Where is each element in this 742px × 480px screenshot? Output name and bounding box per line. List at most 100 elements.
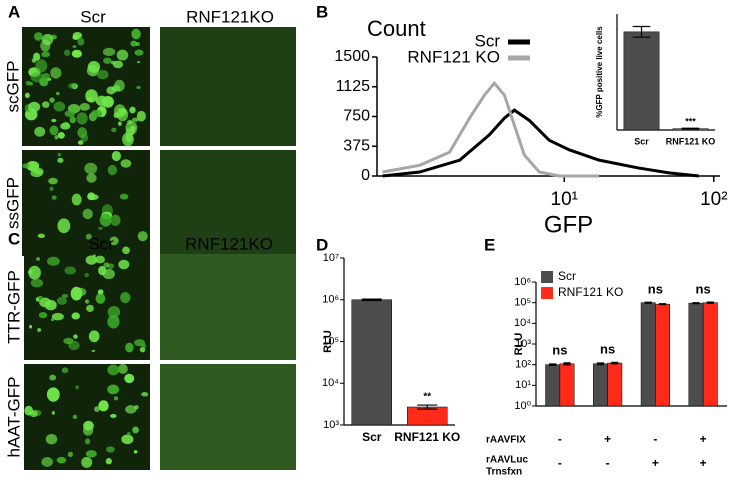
y-tick-label: 10² xyxy=(515,359,531,371)
cell xyxy=(96,69,109,80)
error-bar xyxy=(361,298,382,302)
cell xyxy=(107,364,120,376)
cell xyxy=(38,312,48,319)
legend-label: RNF121 KO xyxy=(558,285,623,299)
cell xyxy=(49,97,55,103)
cell xyxy=(81,456,93,468)
cell xyxy=(92,254,96,258)
cell xyxy=(51,118,57,123)
bar xyxy=(351,299,392,426)
cell xyxy=(125,134,133,143)
cell xyxy=(61,293,69,299)
cell xyxy=(97,289,104,295)
cell xyxy=(130,40,138,47)
cell xyxy=(37,233,46,239)
cell xyxy=(49,125,59,136)
cell xyxy=(75,385,79,390)
cell xyxy=(109,236,119,246)
x-tick-label: 10¹ xyxy=(551,189,578,210)
cell xyxy=(134,49,144,56)
cell xyxy=(113,396,119,401)
cell xyxy=(116,49,129,61)
cell xyxy=(103,57,112,64)
legend-label: RNF121 KO xyxy=(407,47,500,66)
condition-value: - xyxy=(558,456,562,470)
cell xyxy=(127,119,133,125)
cell xyxy=(49,186,54,191)
annotation: ns xyxy=(552,342,567,357)
micrograph xyxy=(160,27,296,146)
cell xyxy=(22,163,30,169)
cell xyxy=(87,192,96,201)
condition-label: rAAVFIX xyxy=(486,435,526,446)
error-bar xyxy=(596,362,605,366)
y-axis-label: RLU xyxy=(513,333,525,356)
x-axis-label: GFP xyxy=(544,211,593,238)
column-label: Scr xyxy=(80,7,106,26)
cell xyxy=(30,278,44,288)
cell xyxy=(38,295,43,299)
cell xyxy=(49,374,57,381)
error-bar xyxy=(692,302,700,305)
legend-label: Scr xyxy=(475,31,501,50)
cell xyxy=(72,45,77,48)
legend-label: Scr xyxy=(558,269,576,283)
cell xyxy=(46,256,60,266)
error-bar xyxy=(563,362,571,366)
annotation: ns xyxy=(600,342,615,357)
panel-label: E xyxy=(484,235,495,254)
cell xyxy=(79,102,90,111)
cell xyxy=(51,410,55,415)
cell xyxy=(95,95,108,107)
cell xyxy=(72,32,83,39)
y-axis-label: RLU xyxy=(322,330,334,353)
bar xyxy=(640,302,656,407)
cell xyxy=(71,312,80,320)
legend-swatch xyxy=(541,271,553,283)
cell xyxy=(110,214,121,227)
cell xyxy=(133,450,138,454)
cell xyxy=(95,293,106,304)
cell xyxy=(132,426,139,434)
bar xyxy=(559,363,575,407)
cell xyxy=(85,233,92,240)
cell xyxy=(41,457,53,467)
cell xyxy=(107,315,120,329)
bar xyxy=(607,362,623,407)
cell xyxy=(61,367,69,374)
cell xyxy=(111,127,117,133)
cell xyxy=(80,133,89,142)
cell xyxy=(37,327,42,332)
cell xyxy=(67,451,73,458)
cell xyxy=(141,392,149,397)
cell xyxy=(91,109,103,118)
cell xyxy=(126,431,131,436)
cell xyxy=(77,37,85,46)
cell xyxy=(54,135,59,140)
cell xyxy=(50,67,62,79)
cell xyxy=(125,405,137,414)
cell xyxy=(53,101,66,112)
cell xyxy=(72,414,78,420)
y-tick-label: 10⁷ xyxy=(323,252,339,264)
cell xyxy=(95,255,105,264)
condition-value: - xyxy=(653,432,657,446)
annotation: *** xyxy=(685,117,696,127)
cell xyxy=(85,255,98,265)
cell xyxy=(42,101,50,109)
condition-value: + xyxy=(652,456,659,470)
cell xyxy=(29,410,38,418)
error-bar xyxy=(549,363,557,367)
y-tick-label: 10³ xyxy=(515,338,531,350)
cell xyxy=(120,292,131,304)
chart-title: Count xyxy=(367,16,426,41)
micrograph xyxy=(160,254,296,360)
panel-label: B xyxy=(316,2,328,21)
condition-value: + xyxy=(700,432,707,446)
cell xyxy=(137,231,148,242)
y-tick-label: 750 xyxy=(343,108,370,125)
cell xyxy=(35,59,48,73)
cell xyxy=(102,47,116,57)
line-series xyxy=(382,80,600,178)
condition-value: + xyxy=(700,456,707,470)
